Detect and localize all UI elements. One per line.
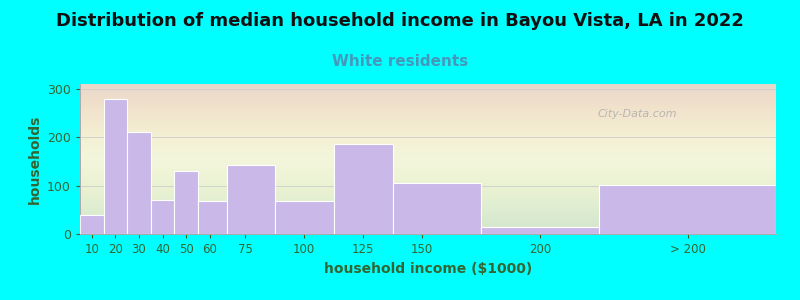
Y-axis label: households: households [27, 114, 42, 204]
Text: White residents: White residents [332, 54, 468, 69]
Text: Distribution of median household income in Bayou Vista, LA in 2022: Distribution of median household income … [56, 12, 744, 30]
X-axis label: household income ($1000): household income ($1000) [324, 262, 532, 276]
Text: City-Data.com: City-Data.com [597, 109, 677, 119]
Bar [227, 165, 274, 234]
Bar [481, 227, 599, 234]
Bar [198, 201, 227, 234]
Bar [150, 200, 174, 234]
Bar [334, 143, 393, 234]
Bar [599, 184, 776, 234]
Bar [127, 132, 150, 234]
Bar [174, 171, 198, 234]
Bar [80, 214, 103, 234]
Bar [274, 201, 334, 234]
Bar [103, 100, 127, 234]
Bar [393, 183, 481, 234]
